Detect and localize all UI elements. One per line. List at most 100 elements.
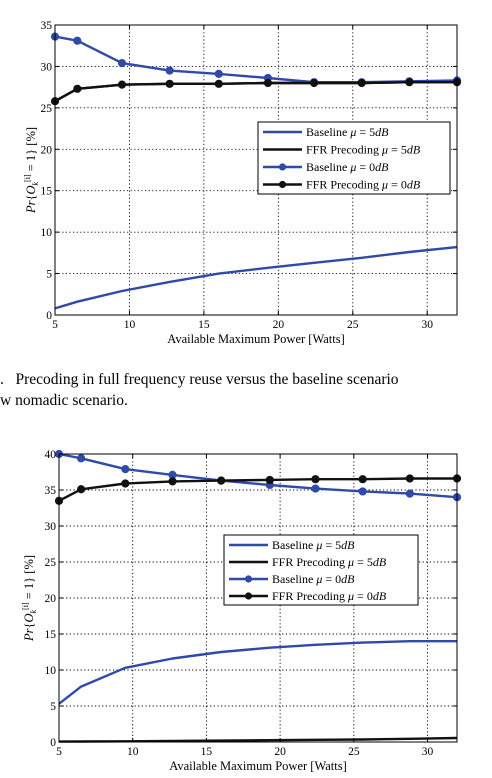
data-point	[73, 36, 82, 45]
series-line	[58, 452, 458, 499]
series-line	[54, 80, 457, 103]
series-line	[54, 35, 458, 84]
x-tick-label: 30	[421, 319, 433, 331]
plot-frame	[54, 24, 458, 316]
series-0	[58, 639, 457, 705]
legend-marker	[278, 163, 287, 171]
x-tick-label: 10	[124, 319, 136, 331]
legend: Baseline μ = 5dB FFR Precoding μ = 5dB Bas…	[257, 121, 451, 195]
x-tick-label: 10	[127, 746, 139, 758]
legend-item-2: Baseline μ = 0dB	[229, 572, 355, 586]
series-3	[50, 78, 462, 106]
y-axis-label: Pr{Ok[i] = 1} [%]	[23, 127, 40, 214]
data-point	[309, 78, 319, 88]
data-point	[405, 78, 414, 87]
x-tick-label: 30	[422, 746, 434, 758]
legend-item-0: Baseline μ = 5dB	[229, 538, 355, 552]
data-point	[73, 84, 82, 93]
data-point	[265, 475, 274, 485]
data-point	[357, 78, 366, 88]
x-tick-label: 25	[348, 746, 360, 758]
data-point	[165, 79, 174, 88]
y-tick-label: 30	[45, 521, 57, 533]
legend-label: Baseline μ = 5dB	[306, 125, 389, 139]
legend-marker	[244, 592, 253, 600]
y-tick-label: 20	[45, 593, 57, 605]
series-line	[58, 736, 458, 743]
legend-label: FFR Precoding μ = 5dB	[306, 143, 421, 157]
legend-box	[223, 534, 419, 606]
data-point	[217, 476, 226, 485]
y-tick-label: 0	[46, 310, 52, 322]
x-tick-label: 20	[273, 319, 285, 331]
y-tick-label: 5	[50, 701, 56, 713]
y-tick-label: 30	[41, 61, 53, 73]
y-tick-label: 20	[41, 144, 53, 156]
legend-label: FFR Precoding μ = 0dB	[272, 589, 387, 603]
x-tick-label: 25	[347, 319, 359, 331]
series-line	[54, 245, 458, 310]
legend-box	[257, 121, 451, 195]
series-1	[58, 736, 458, 743]
legend-marker	[244, 575, 253, 583]
legend-label: Baseline μ = 5dB	[272, 538, 355, 552]
y-tick-label: 35	[45, 485, 57, 497]
legend-item-3: FFR Precoding μ = 0dB	[229, 589, 387, 603]
legend-label: Baseline μ = 0dB	[306, 160, 389, 174]
y-tick-label: 35	[41, 20, 53, 32]
data-point	[165, 66, 174, 75]
data-point	[311, 475, 320, 484]
legend-item-3: FFR Precoding μ = 0dB	[263, 178, 421, 192]
x-tick-label: 20	[274, 746, 286, 758]
x-tick-label: 15	[201, 746, 213, 758]
data-point	[311, 484, 320, 493]
y-tick-label: 25	[45, 557, 57, 569]
x-axis-label: Available Maximum Power [Watts]	[167, 332, 345, 346]
legend-marker	[278, 180, 287, 189]
data-point	[168, 477, 177, 486]
y-tick-label: 25	[41, 103, 53, 115]
x-tick-label: 5	[56, 746, 62, 758]
x-tick-label: 15	[198, 319, 210, 331]
legend-item-0: Baseline μ = 5dB	[263, 125, 389, 139]
data-point	[214, 79, 223, 88]
data-point	[121, 465, 130, 474]
legend-label: Baseline μ = 0dB	[272, 572, 355, 586]
x-axis-label: Available Maximum Power [Watts]	[169, 759, 347, 773]
series-0	[54, 245, 458, 310]
data-point	[263, 78, 273, 88]
data-point	[405, 474, 414, 483]
y-tick-label: 10	[45, 665, 57, 677]
y-tick-label: 15	[41, 186, 53, 198]
data-point	[117, 59, 127, 68]
legend-item-1: FFR Precoding μ = 5dB	[263, 143, 421, 157]
data-point	[77, 485, 86, 494]
data-point	[77, 454, 86, 463]
caption-line-1: . Precoding in full frequency reuse vers…	[0, 371, 399, 388]
y-axis-label: Pr{Ok[i] = 1} [%]	[21, 555, 38, 642]
data-point	[121, 479, 130, 488]
legend-label: FFR Precoding μ = 0dB	[306, 178, 421, 192]
x-tick-label: 5	[52, 319, 58, 331]
y-tick-label: 5	[46, 269, 52, 281]
caption-line-2: w nomadic scenario.	[0, 392, 128, 409]
series-2	[50, 32, 462, 87]
series-line	[58, 639, 457, 705]
data-point	[358, 475, 367, 484]
data-point	[405, 489, 414, 498]
y-tick-label: 0	[50, 737, 56, 749]
data-point	[117, 80, 127, 89]
y-tick-label: 10	[41, 227, 53, 239]
y-tick-label: 40	[45, 449, 57, 461]
series-line	[58, 477, 457, 502]
legend: Baseline μ = 5dB FFR Precoding μ = 5dB Bas…	[223, 534, 419, 606]
data-point	[214, 69, 223, 78]
series-2	[54, 449, 462, 502]
legend-item-1: FFR Precoding μ = 5dB	[229, 555, 387, 569]
legend-item-2: Baseline μ = 0dB	[263, 160, 389, 174]
y-tick-label: 15	[45, 629, 57, 641]
data-point	[358, 487, 367, 496]
